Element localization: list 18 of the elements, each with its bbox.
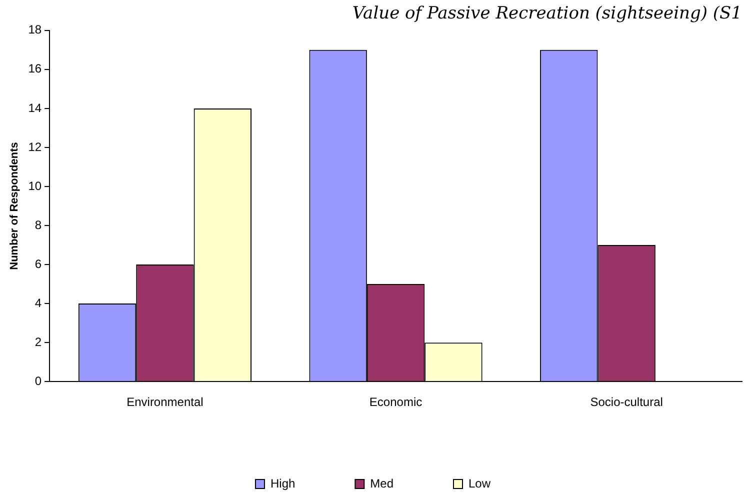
- legend-label: High: [270, 476, 296, 490]
- y-tick-label: 8: [34, 218, 42, 232]
- y-tick-label: 16: [28, 62, 42, 76]
- y-tick-label: 14: [28, 100, 42, 115]
- y-tick-label: 0: [34, 374, 42, 388]
- legend-label: Med: [370, 476, 394, 490]
- x-tick-label: Socio-cultural: [590, 395, 663, 410]
- y-tick-label: 6: [34, 256, 42, 271]
- x-tick-label: Economic: [369, 395, 422, 410]
- legend-label: Low: [468, 476, 491, 490]
- y-tick-label: 12: [28, 140, 42, 154]
- x-tick-label: Environmental: [126, 395, 204, 410]
- y-axis-title: Number of Respondents: [8, 142, 21, 270]
- y-tick-label: 4: [34, 296, 42, 310]
- y-tick-label: 2: [34, 334, 42, 349]
- y-tick-label: 10: [28, 178, 42, 193]
- y-tick-label: 18: [28, 22, 42, 37]
- chart-title: Value of Passive Recreation (sightseeing) (S1: [352, 4, 742, 24]
